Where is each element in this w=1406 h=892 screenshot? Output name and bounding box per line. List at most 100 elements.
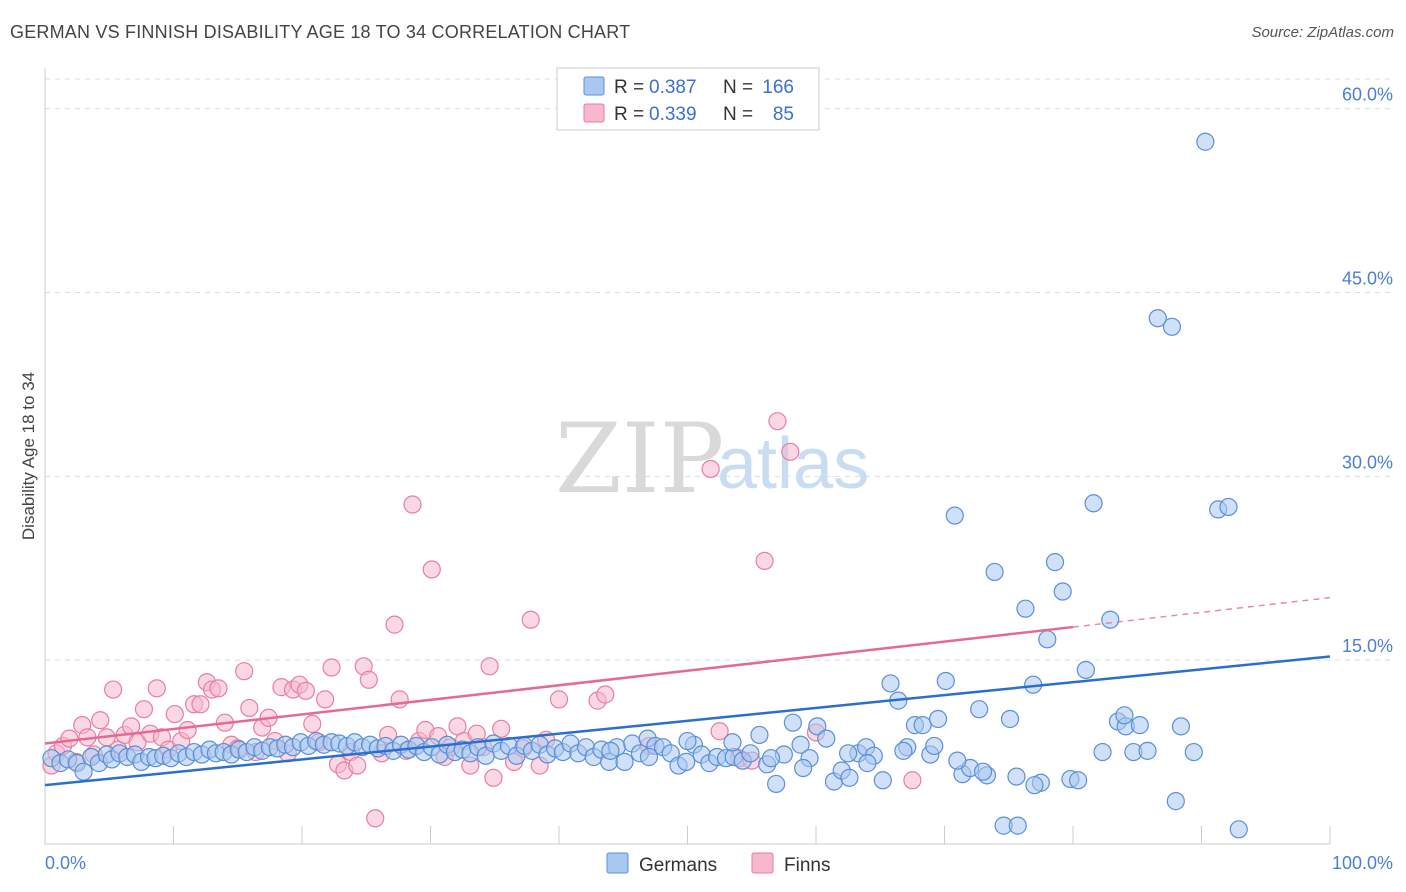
finn-point	[147, 679, 166, 698]
german-point	[1196, 132, 1215, 151]
finn-point	[359, 670, 378, 689]
german-point	[750, 725, 769, 745]
german-point	[601, 741, 620, 760]
german-point	[973, 762, 993, 781]
chart-title: GERMAN VS FINNISH DISABILITY AGE 18 TO 3…	[10, 22, 631, 42]
gridlines	[45, 78, 1393, 661]
german-point	[1148, 309, 1167, 328]
legend: R = 0.387 N = 166 R = 0.339 N = 85	[556, 67, 820, 131]
german-point	[894, 741, 913, 760]
finn-point	[366, 809, 385, 828]
german-point	[678, 731, 697, 751]
finn-point	[240, 698, 259, 718]
german-point	[1229, 820, 1248, 839]
x-tick-label-max: 100.0%	[1332, 853, 1393, 873]
german-point	[639, 747, 659, 767]
finn-point	[422, 560, 441, 579]
german-point	[839, 744, 858, 763]
y-tick-label: 45.0%	[1342, 268, 1393, 288]
finn-point	[903, 771, 922, 790]
finn-point	[209, 679, 228, 698]
german-point	[913, 716, 932, 735]
y-tick-label: 30.0%	[1342, 452, 1393, 472]
legend-r-label-finns: R =	[614, 104, 644, 125]
finn-point	[178, 720, 197, 740]
y-tick-labels: 15.0% 30.0% 45.0% 60.0%	[1342, 85, 1393, 657]
legend-swatch-finns	[583, 103, 605, 123]
finn-point	[134, 700, 154, 719]
finn-point	[322, 658, 341, 677]
bottom-legend-label-finns: Finns	[784, 855, 830, 876]
german-point	[1008, 816, 1027, 835]
german-point	[928, 709, 948, 729]
finn-point	[710, 722, 729, 741]
finn-point	[348, 756, 367, 775]
bottom-legend-swatch-finns	[751, 852, 774, 874]
german-point	[1184, 742, 1203, 762]
german-point	[791, 735, 810, 754]
german-point	[1219, 497, 1238, 517]
legend-n-value-germans: 166	[762, 77, 794, 98]
finn-point	[316, 690, 335, 709]
german-point	[936, 671, 955, 691]
finn-point	[390, 690, 409, 709]
german-point	[1162, 317, 1182, 336]
finn-point	[596, 685, 615, 704]
german-point	[741, 744, 760, 763]
german-point	[840, 768, 859, 787]
finn-point	[484, 768, 503, 787]
german-point	[1138, 741, 1157, 760]
bottom-legend-swatch-germans	[606, 852, 629, 874]
german-point	[1016, 599, 1035, 618]
german-point	[1076, 660, 1095, 680]
finn-point	[549, 690, 569, 709]
y-tick-label: 60.0%	[1342, 85, 1393, 105]
germans-series	[42, 132, 1248, 839]
german-point	[1038, 630, 1057, 649]
german-point	[858, 754, 877, 773]
bottom-legend-label-germans: Germans	[639, 855, 717, 876]
german-point	[945, 506, 964, 525]
finn-point	[403, 495, 422, 514]
german-point	[1045, 553, 1065, 572]
german-point	[808, 717, 827, 736]
legend-r-label-germans: R =	[614, 77, 644, 98]
german-point	[948, 751, 967, 770]
legend-r-value-germans: 0.387	[649, 77, 697, 98]
german-point	[881, 674, 900, 693]
german-point	[1171, 717, 1191, 736]
finn-point	[165, 704, 184, 724]
german-point	[873, 771, 892, 790]
finn-point	[385, 615, 404, 634]
watermark: ZIP atlas	[555, 403, 869, 515]
watermark-zip: ZIP	[555, 403, 724, 515]
german-point	[723, 733, 742, 752]
german-point	[761, 749, 781, 768]
legend-swatch-germans	[583, 76, 605, 96]
german-point	[1053, 582, 1072, 601]
german-point	[1084, 494, 1103, 513]
finns-trend-line	[44, 625, 1074, 745]
finn-point	[480, 657, 499, 676]
finn-point	[521, 610, 540, 629]
watermark-atlas: atlas	[717, 424, 869, 504]
german-point	[1000, 709, 1020, 729]
legend-r-value-finns: 0.339	[649, 104, 697, 125]
german-point	[1069, 771, 1088, 790]
german-point	[1166, 792, 1185, 811]
finn-point	[296, 681, 315, 700]
german-point	[1115, 706, 1134, 725]
german-point	[970, 700, 989, 719]
source-note: Source: ZipAtlas.com	[1251, 24, 1394, 41]
german-point	[615, 752, 634, 771]
german-point	[985, 562, 1004, 582]
finn-point	[768, 412, 787, 431]
trend-lines	[44, 596, 1331, 787]
german-point	[1007, 767, 1026, 786]
y-axis-label: Disability Age 18 to 34	[19, 372, 38, 540]
legend-n-value-finns: 85	[773, 104, 794, 125]
finn-point	[781, 442, 800, 461]
finn-point	[303, 714, 322, 733]
legend-n-label-finns: N =	[723, 104, 753, 125]
